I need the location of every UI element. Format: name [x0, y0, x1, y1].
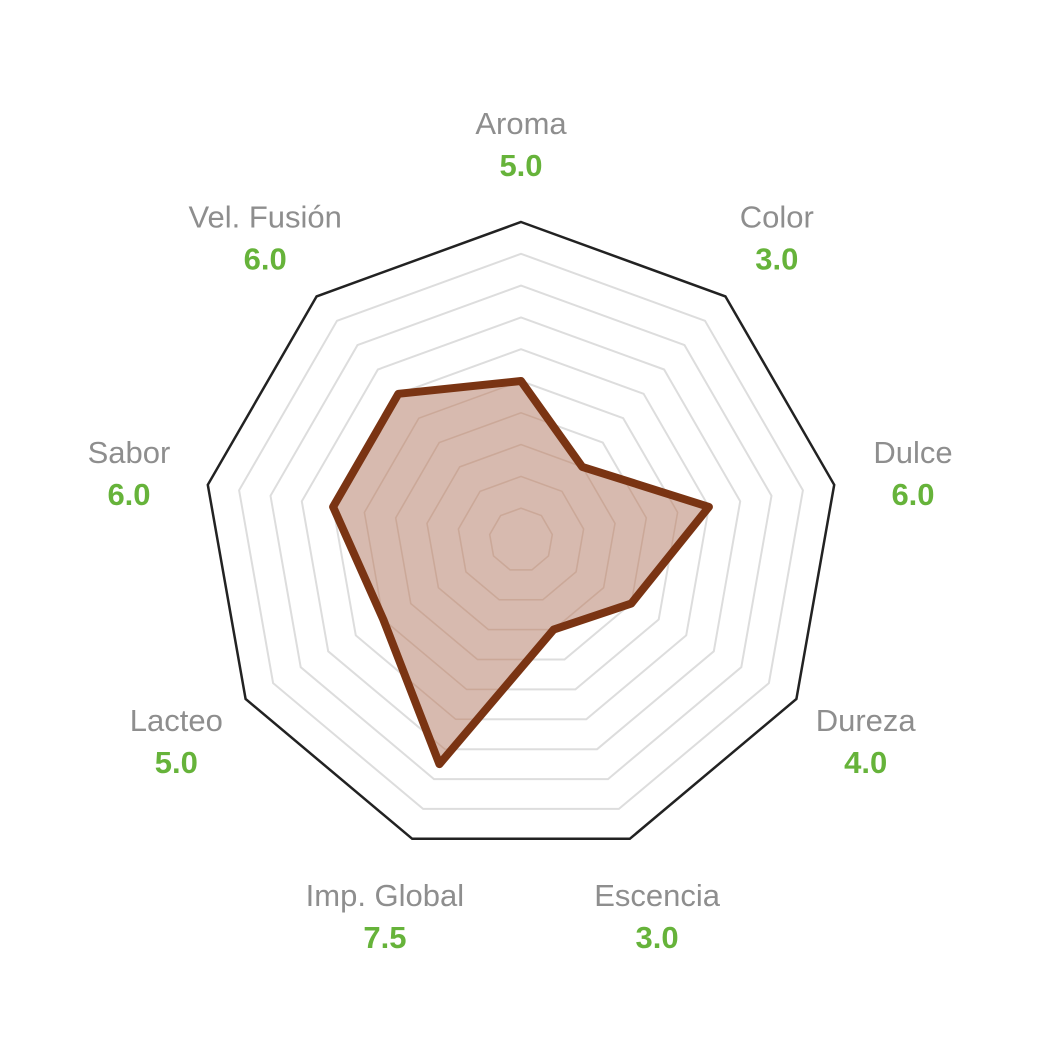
axis-label-group-color: Color 3.0: [740, 199, 814, 276]
axis-label-group-lacteo: Lacteo 5.0: [130, 703, 223, 780]
axis-label-group-escencia: Escencia 3.0: [594, 878, 721, 955]
axis-value: 6.0: [244, 241, 287, 276]
axis-label-group-imp-global: Imp. Global 7.5: [306, 878, 465, 955]
axis-value: 5.0: [499, 148, 542, 183]
axis-label: Lacteo: [130, 703, 223, 738]
axis-labels: Aroma 5.0 Color 3.0 Dulce 6.0 Dureza 4.0 Escenci…: [88, 106, 953, 955]
grid-ring-overlay: [426, 443, 616, 631]
outer-frame: [206, 220, 836, 841]
grid-ring-overlay: [488, 507, 554, 571]
axis-label: Dureza: [816, 703, 917, 738]
axis-label: Vel. Fusión: [189, 199, 342, 234]
axis-label: Escencia: [594, 878, 721, 913]
axis-label: Color: [740, 199, 814, 234]
axis-value: 7.5: [363, 920, 406, 955]
axis-value: 6.0: [107, 477, 150, 512]
axis-value: 3.0: [755, 241, 798, 276]
grid-ring: [300, 316, 742, 751]
series-line: [329, 377, 713, 769]
axis-value: 4.0: [844, 745, 887, 780]
axis-label-group-aroma: Aroma 5.0: [475, 106, 567, 183]
axis-label: Imp. Global: [306, 878, 465, 913]
series-area: [333, 381, 709, 765]
axis-label-group-dulce: Dulce 6.0: [873, 435, 952, 512]
axis-label: Sabor: [88, 435, 171, 470]
grid-ring: [238, 252, 804, 810]
grid-ring-overlay: [457, 475, 585, 601]
axis-value: 3.0: [636, 920, 679, 955]
axis-label: Dulce: [873, 435, 952, 470]
axis-label: Aroma: [475, 106, 567, 141]
axis-label-group-vel-fusi-n: Vel. Fusión 6.0: [189, 199, 342, 276]
axis-value: 5.0: [155, 745, 198, 780]
axis-value: 6.0: [891, 477, 934, 512]
grid-ring: [269, 284, 773, 781]
axis-label-group-dureza: Dureza 4.0: [816, 703, 917, 780]
axis-label-group-sabor: Sabor 6.0: [88, 435, 171, 512]
